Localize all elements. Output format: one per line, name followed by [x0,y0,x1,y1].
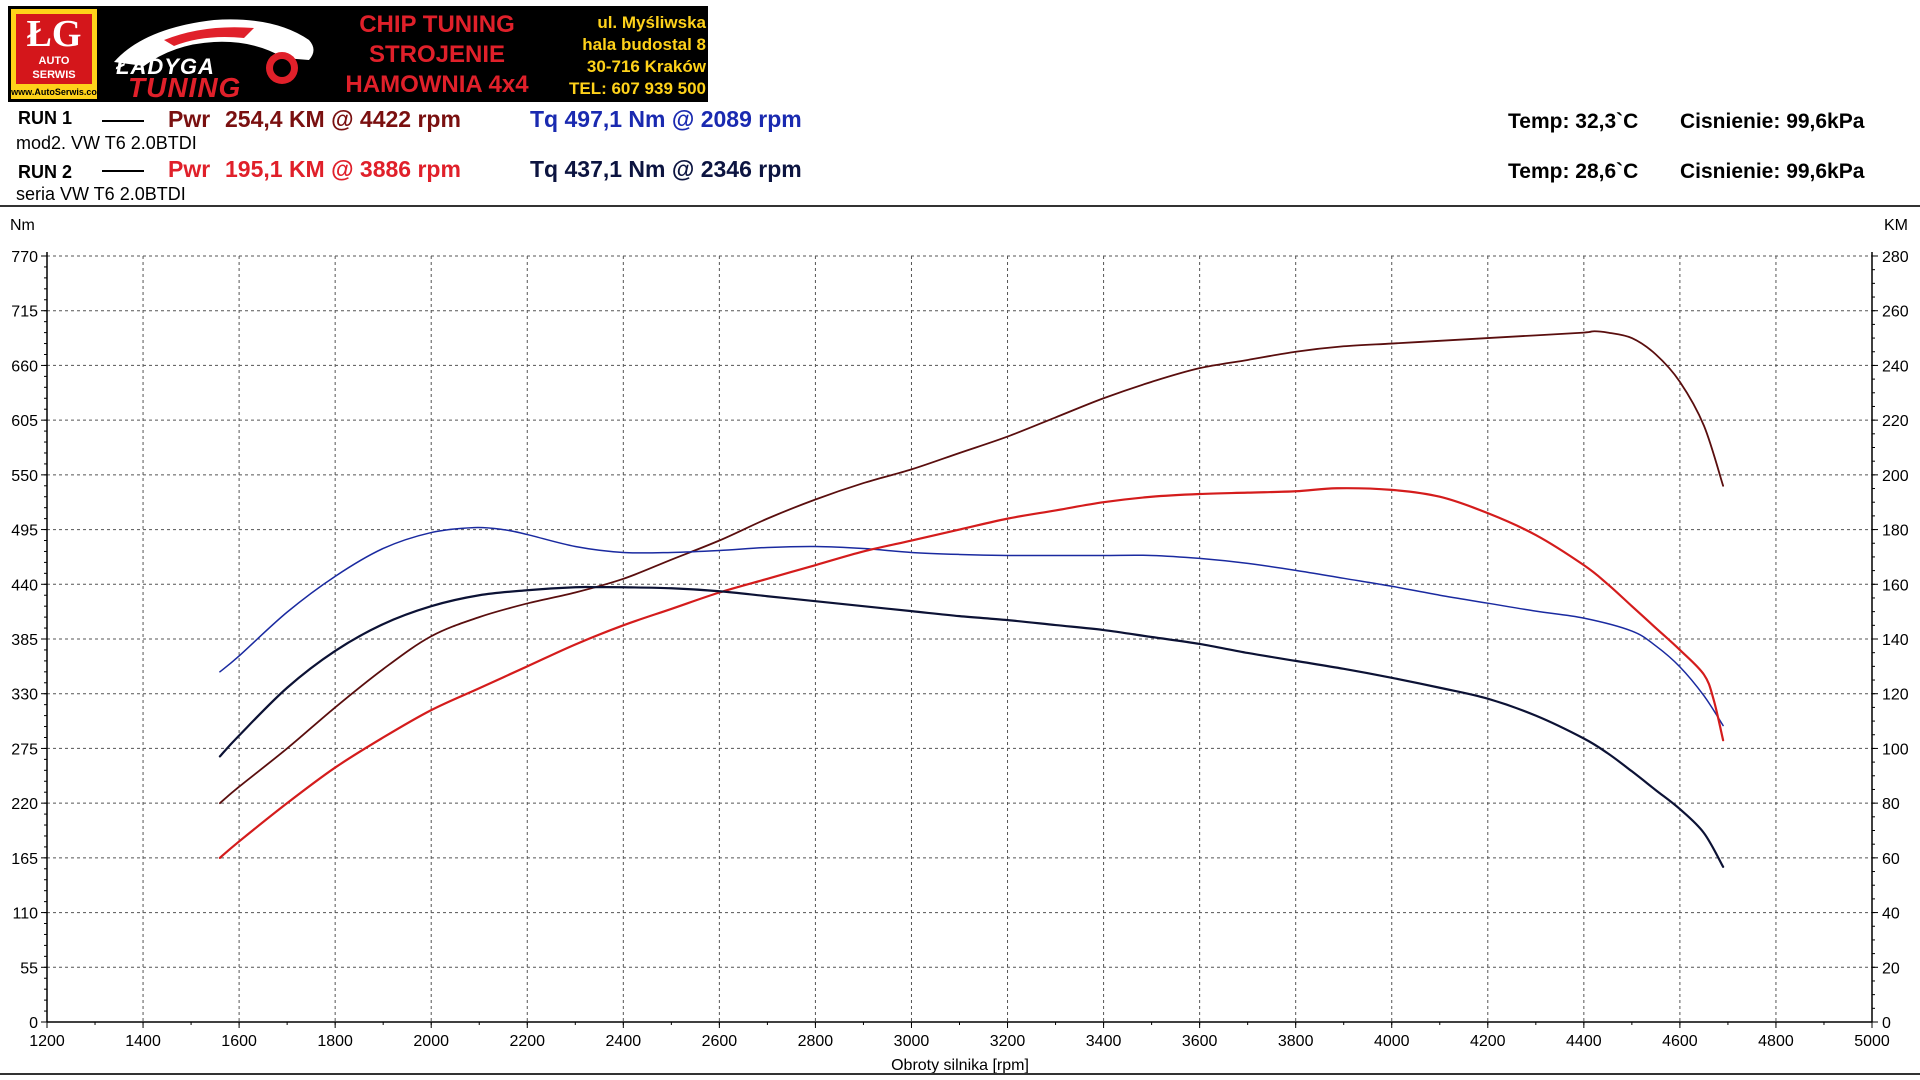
run2-pwr-label: Pwr [168,156,211,182]
y-right-tick-label: 40 [1882,906,1900,923]
y-right-tick-label: 120 [1882,687,1909,704]
run2-legend-line [102,170,144,172]
address-phone: TEL: 607 939 500 [568,79,706,98]
y-right-tick-label: 180 [1882,523,1909,540]
sports-car-icon [114,19,314,84]
y-left-tick-label: 495 [11,523,38,540]
x-tick-label: 4800 [1758,1033,1794,1050]
series-line-run1_tq [219,526,1724,727]
address-street: ul. Myśliwska [597,13,706,32]
run2-pwr-value: 195,1 KM @ 3886 rpm [225,156,461,182]
y-left-tick-label: 440 [11,577,38,594]
run2-temp: Temp: 28,6`C [1508,160,1639,183]
y-right-tick-label: 160 [1882,577,1909,594]
y-left-tick-label: 715 [11,304,38,321]
run1-subtitle: mod2. VW T6 2.0BTDI [16,133,197,153]
y-left-tick-label: 660 [11,358,38,375]
address-block: ul. Myśliwska hala budostal 8 30-716 Kra… [548,12,706,100]
x-tick-label: 2800 [798,1033,834,1050]
x-tick-label: 3000 [894,1033,930,1050]
y-left-tick-label: 770 [11,249,38,266]
run1-pwr-value: 254,4 KM @ 4422 rpm [225,106,461,132]
service-chip-tuning: CHIP TUNING [359,11,515,38]
x-tick-label: 3800 [1278,1033,1314,1050]
x-tick-label: 5000 [1854,1033,1890,1050]
x-tick-label: 3400 [1086,1033,1122,1050]
run1-legend-line [102,120,144,122]
run1-pwr-label: Pwr [168,106,211,132]
x-tick-label: 4400 [1566,1033,1602,1050]
x-tick-label: 1800 [317,1033,353,1050]
y-right-tick-label: 240 [1882,358,1909,375]
x-tick-label: 2600 [702,1033,738,1050]
x-tick-label: 3600 [1182,1033,1218,1050]
y-right-tick-label: 100 [1882,741,1909,758]
y-right-tick-label: 140 [1882,632,1909,649]
services-list: CHIP TUNING STROJENIE HAMOWNIA 4x4 [326,10,548,100]
run1-pressure: Cisnienie: 99,6kPa [1680,110,1865,133]
run1-label: RUN 1 [18,108,73,128]
y-left-tick-label: 165 [11,851,38,868]
dyno-chart: 1200 1400 1600 1800 2000 2200 2400 2600 2800 3000… [10,217,1909,1074]
y-right-tick-label: 60 [1882,851,1900,868]
run1-tq-value: Tq 497,1 Nm @ 2089 rpm [530,106,802,132]
brand-name-1: ŁADYGA [116,54,215,79]
address-city: 30-716 Kraków [586,57,706,76]
x-tick-label: 4200 [1470,1033,1506,1050]
chart-bottom-border [0,1073,1920,1075]
lg-auto-serwis-logo: ŁG AUTO SERWIS www.AutoSerwis.co [11,9,97,99]
address-building: hala budostal 8 [582,35,706,54]
x-tick-label: 2200 [509,1033,545,1050]
run2-subtitle: seria VW T6 2.0BTDI [16,184,186,204]
logo-url: www.AutoSerwis.co [11,87,97,97]
x-axis-label: Obroty silnika [rpm] [891,1057,1029,1074]
x-tick-label: 1400 [125,1033,161,1050]
run2-tq-value: Tq 437,1 Nm @ 2346 rpm [530,156,802,182]
chart-top-border [0,205,1920,207]
logo-letters: ŁG [26,13,82,55]
series-line-run2_pwr [218,487,1725,859]
y-right-tick-label: 280 [1882,249,1909,266]
y-axis-left-label: Nm [10,217,35,234]
y-left-tick-label: 220 [11,796,38,813]
run2-pressure: Cisnienie: 99,6kPa [1680,160,1865,183]
y-right-tick-label: 80 [1882,796,1900,813]
x-tick-label: 1600 [221,1033,257,1050]
x-tick-label: 1200 [29,1033,65,1050]
y-right-tick-label: 20 [1882,960,1900,977]
chart-axes: 1200 1400 1600 1800 2000 2200 2400 2600 2800 3000… [11,249,1909,1050]
y-left-tick-label: 605 [11,413,38,430]
logo-subtitle: AUTO SERWIS [32,55,76,81]
run2-label: RUN 2 [18,162,73,182]
header-banner: ŁG AUTO SERWIS www.AutoSerwis.co ŁADYGA … [8,6,708,102]
y-left-tick-label: 385 [11,632,38,649]
series-line-run2_tq [218,585,1725,868]
y-left-tick-label: 55 [20,960,38,977]
y-right-tick-label: 0 [1882,1015,1891,1032]
series-line-run1_pwr [218,330,1725,805]
x-tick-label: 2000 [413,1033,449,1050]
y-right-tick-label: 220 [1882,413,1909,430]
y-left-tick-label: 275 [11,741,38,758]
x-tick-label: 4000 [1374,1033,1410,1050]
y-left-tick-label: 330 [11,687,38,704]
service-hamownia: HAMOWNIA 4x4 [345,71,529,98]
y-left-tick-label: 550 [11,468,38,485]
y-right-tick-label: 260 [1882,304,1909,321]
x-tick-label: 4600 [1662,1033,1698,1050]
chart-grid [47,255,1872,1022]
y-left-tick-label: 110 [12,906,38,923]
chart-series [218,330,1725,868]
x-tick-label: 3200 [990,1033,1026,1050]
x-tick-label: 2400 [606,1033,642,1050]
y-axis-right-label: KM [1884,217,1908,234]
brand-name-2: TUNING [128,72,242,102]
logo-red-block: ŁG AUTO SERWIS [16,14,92,84]
run1-temp: Temp: 32,3`C [1508,110,1639,133]
ladyga-tuning-logo: ŁADYGA TUNING [104,10,324,102]
y-right-tick-label: 200 [1882,468,1909,485]
y-left-tick-label: 0 [29,1015,38,1032]
service-strojenie: STROJENIE [368,41,506,68]
